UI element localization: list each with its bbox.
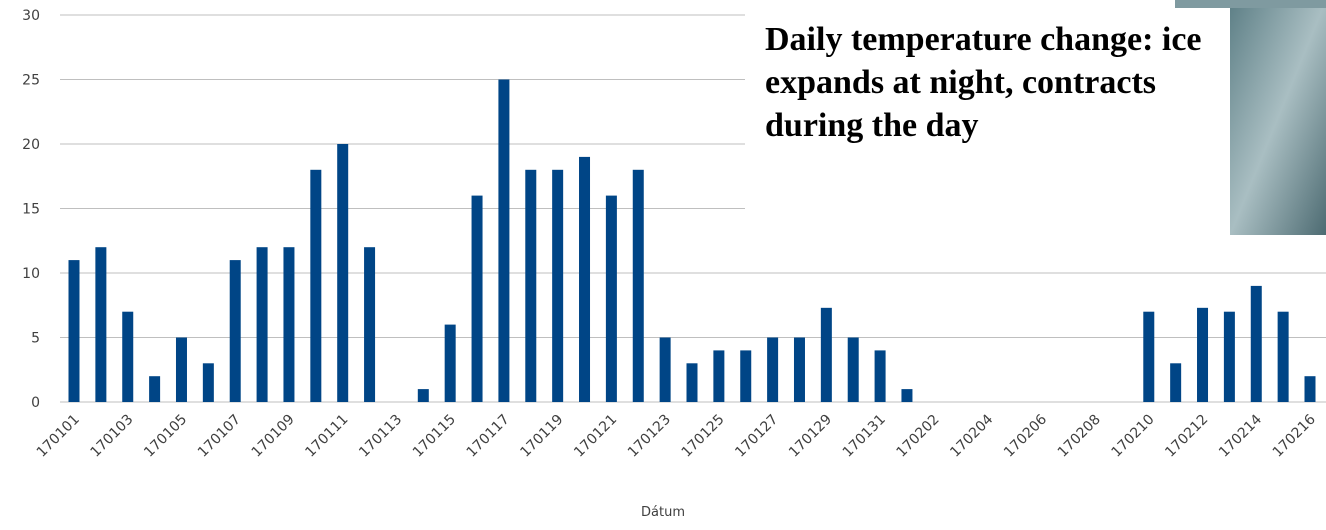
page: 051015202530 170101170103170105170107170… [0,0,1326,526]
ice-photo [1230,0,1326,235]
bar [1305,376,1316,402]
x-axis-title: Dátum [641,505,685,520]
bar [740,350,751,402]
bar [1251,286,1262,402]
x-tick-label: 170117 [464,412,513,461]
bar [122,312,133,402]
x-tick-label: 170212 [1162,412,1211,461]
bar [69,260,80,402]
bar [875,350,886,402]
bar [606,196,617,402]
bar [660,338,671,403]
bar [498,80,509,403]
x-tick-label: 170111 [302,412,351,461]
x-tick-label: 170123 [625,412,674,461]
y-tick-label: 5 [31,331,40,347]
bar [445,325,456,402]
bar [525,170,536,402]
bar [821,308,832,402]
bar [176,338,187,403]
bar [337,144,348,402]
ice-photo-top [1175,0,1326,8]
y-tick-label: 15 [22,202,40,218]
y-tick-label: 0 [31,395,40,411]
x-tick-label: 170129 [786,412,835,461]
bar [901,389,912,402]
x-tick-label: 170103 [87,412,136,461]
x-tick-label: 170109 [249,412,298,461]
bar [310,170,321,402]
x-tick-label: 170107 [195,412,244,461]
bar [149,376,160,402]
x-tick-label: 170101 [34,412,83,461]
x-tick-label: 170105 [141,412,190,461]
x-tick-label: 170214 [1216,411,1265,460]
bar [794,338,805,403]
bar [552,170,563,402]
x-tick-label: 170204 [947,411,996,460]
bar [848,338,859,403]
x-tick-label: 170115 [410,412,459,461]
bar [1197,308,1208,402]
x-tick-label: 170127 [732,412,781,461]
bar [633,170,644,402]
y-tick-label: 30 [22,8,40,24]
bar [1143,312,1154,402]
bar [1224,312,1235,402]
y-tick-label: 10 [22,266,40,282]
x-tick-label: 170208 [1055,412,1104,461]
x-tick-label: 170125 [679,412,728,461]
bar [283,247,294,402]
bar [713,350,724,402]
x-tick-label: 170216 [1270,411,1319,460]
y-tick-label: 25 [22,73,40,89]
x-tick-label: 170113 [356,412,405,461]
x-tick-label: 170119 [517,412,566,461]
bar [767,338,778,403]
bar [257,247,268,402]
bar [95,247,106,402]
y-tick-label: 20 [22,137,40,153]
bar [364,247,375,402]
x-tick-label: 170206 [1001,411,1050,460]
bar [230,260,241,402]
bar [1170,363,1181,402]
x-tick-label: 170121 [571,412,620,461]
bar [472,196,483,402]
bar [687,363,698,402]
x-tick-label: 170202 [894,412,943,461]
bar [203,363,214,402]
x-tick-label: 170131 [840,412,889,461]
bar [1278,312,1289,402]
bar [418,389,429,402]
x-tick-label: 170210 [1109,412,1158,461]
annotation: Daily temperature change: ice expands at… [765,18,1205,147]
bar [579,157,590,402]
